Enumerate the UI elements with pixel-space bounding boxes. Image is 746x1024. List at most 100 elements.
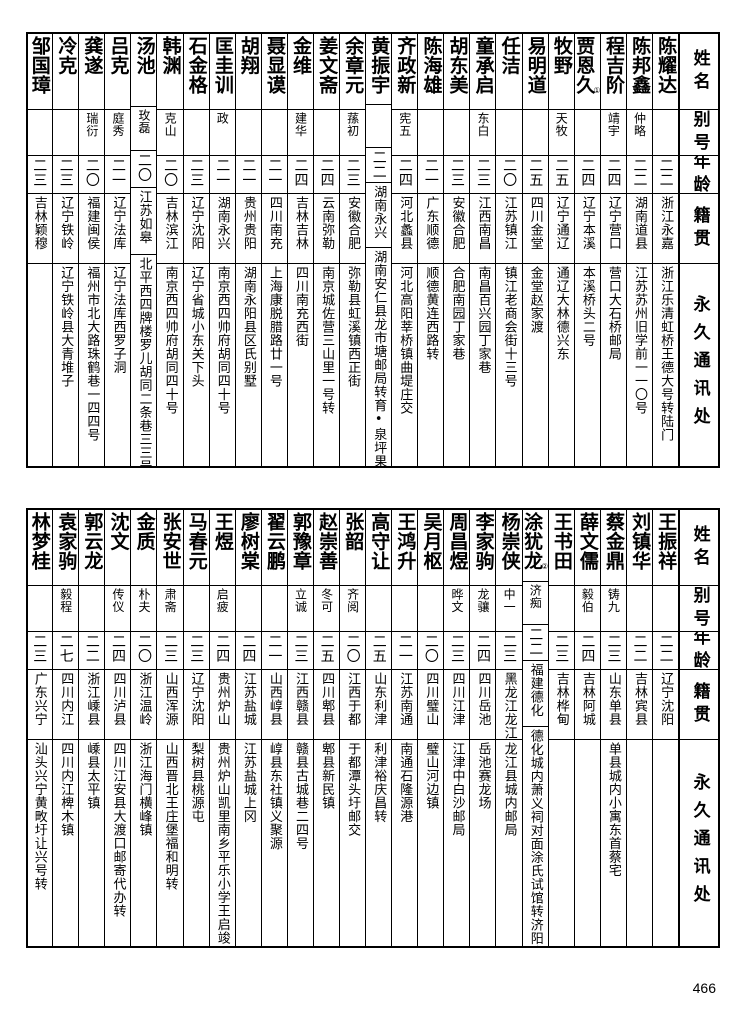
roster-entry-column[interactable]: 韩渊 克山 二〇 吉林滨江 南京西四帅府胡同四十号 bbox=[156, 34, 183, 466]
entry-address: 南京西四帅府胡同四十号 bbox=[214, 266, 230, 415]
entry-origin-cell: 山西崞县 bbox=[261, 670, 287, 740]
entry-address-cell: 南京西四帅府胡同四十号 bbox=[157, 264, 182, 466]
entry-address-cell: 上海康脱腊路廿一号 bbox=[262, 264, 287, 466]
entry-alias-cell: 毅程 bbox=[53, 586, 79, 632]
roster-entry-column[interactable]: 李家驹 龙骧 二四 四川岳池 岳池赛龙场 bbox=[469, 510, 496, 946]
entry-address-cell: 辽宁法库西罗子洞 bbox=[105, 264, 130, 466]
roster-entry-column[interactable]: 汤池 玫磊 二〇 江苏如皋 北平西四牌楼罗儿胡同二条巷三三号 bbox=[130, 34, 157, 466]
entry-origin-cell: 吉林颖穆 bbox=[26, 194, 53, 264]
entry-name: 邹国璋 bbox=[28, 36, 51, 95]
entry-address-cell: 通辽大林德兴东 bbox=[549, 264, 574, 466]
entry-name-cell: 程吉阶 bbox=[600, 34, 626, 110]
roster-entry-column[interactable]: 林梦桂 二三 广东兴宁 汕头兴宁黄畋圩让兴号转 bbox=[26, 510, 53, 946]
roster-entry-column[interactable]: 沈文 传仪 二四 四川泸县 四川江安县大渡口邮寄代办转 bbox=[104, 510, 131, 946]
roster-entry-column[interactable]: 龚遂 瑞衍 二〇 福建闽侯 福州市北大路珠鹤巷一四四号 bbox=[78, 34, 105, 466]
row-label-name: 姓名 bbox=[689, 48, 710, 95]
entry-origin: 浙江永嘉 bbox=[658, 196, 674, 250]
roster-entry-column[interactable]: 马春元 二三 辽宁沈阳 梨树县桃源屯 bbox=[182, 510, 209, 946]
entry-address: 梨树县桃源屯 bbox=[188, 742, 204, 823]
roster-entry-column[interactable]: 胡翔 二一 贵州贵阳 湖南永阳县区氏别墅 bbox=[234, 34, 261, 466]
roster-entry-column[interactable]: 王振祥 二二 辽宁沈阳 bbox=[651, 510, 678, 946]
entry-origin: 四川内江 bbox=[58, 672, 74, 726]
entry-age: 二一 bbox=[109, 158, 126, 187]
entry-address: 湖南永阳县区氏别墅 bbox=[240, 266, 256, 388]
entry-name-cell: 涂犹龙② bbox=[522, 510, 548, 582]
entry-age-cell: 二三 bbox=[26, 156, 53, 194]
roster-entry-column[interactable]: 匡圭训政二一 湖南永兴 南京西四帅府胡同四十号 bbox=[208, 34, 235, 466]
roster-entry-column[interactable]: 黄振宇 二二 湖南永兴 湖南安仁县龙市塘邮局转育•泉坪果山 bbox=[365, 34, 392, 466]
roster-entry-column[interactable]: 牧野 天牧 二五 辽宁通辽 通辽大林德兴东 bbox=[547, 34, 574, 466]
roster-entry-column[interactable]: 童承启 东白 二三 江西南昌 南昌百兴园丁家巷 bbox=[469, 34, 496, 466]
roster-entry-column[interactable]: 任洁 二〇 江苏镇江 镇江老商会街十三号 bbox=[495, 34, 522, 466]
roster-entry-column[interactable]: 张韶 齐阅 二〇 江西于都 于都潭头圩邮交 bbox=[338, 510, 366, 946]
entry-alias: 启疲 bbox=[215, 587, 230, 613]
roster-entry-column[interactable]: 冷克 二三 辽宁铁岭 辽宁铁岭县大青堆子 bbox=[52, 34, 79, 466]
roster-entry-column[interactable]: 蔡金鼎 铸九 二三 山东单县 单县城内小寓东首蔡宅 bbox=[599, 510, 626, 946]
roster-entry-column[interactable]: 涂犹龙②济痴二二福建德化德化城内萧义祠对面涂氏试馆转济阳乡 bbox=[521, 510, 548, 946]
roster-entry-column[interactable]: 赵崇善 冬可 二五 四川郫县 郫县新民镇 bbox=[312, 510, 339, 946]
roster-entry-column[interactable]: 石金格 二三 辽宁沈阳 辽宁省城小东关下头 bbox=[182, 34, 209, 466]
roster-entry-column[interactable]: 吕克 庭秀 二一 辽宁法库 辽宁法库西罗子洞 bbox=[104, 34, 131, 466]
roster-entry-column[interactable]: 郭豫章 立诚 二三 江西赣县 赣县古城巷二四号 bbox=[286, 510, 313, 946]
entry-address-cell: 崞县东社镇义聚源 bbox=[262, 740, 287, 946]
entry-name-cell: 林梦桂 bbox=[26, 510, 53, 586]
entry-age: 二二 bbox=[527, 627, 544, 656]
entry-name-cell: 张韶 bbox=[339, 510, 366, 586]
entry-alias-cell bbox=[418, 586, 444, 632]
row-label-age: 年龄 bbox=[689, 632, 710, 670]
roster-entry-column[interactable]: 王煜 启疲 二四 贵州炉山 贵州炉山凯里南乡平乐小学王启竣 bbox=[208, 510, 235, 946]
entry-name: 金维 bbox=[290, 36, 313, 75]
entry-origin-cell: 吉林宾县 bbox=[626, 670, 652, 740]
entry-age-cell: 二二 bbox=[522, 625, 548, 661]
roster-entry-column[interactable]: 程吉阶 靖宇 二四 辽宁营口 营口大石桥邮局 bbox=[599, 34, 626, 466]
roster-entry-column[interactable]: 袁家驹 毅程 二七 四川内江 四川内江椑木镇 bbox=[52, 510, 79, 946]
entry-age-cell: 二五 bbox=[548, 156, 574, 194]
entry-address: 璧山河边镇 bbox=[423, 742, 439, 810]
roster-entry-column[interactable]: 杨崇侠 中一 二三 黑龙江龙江 龙江县城内邮局 bbox=[495, 510, 522, 946]
entry-origin: 辽宁营口 bbox=[605, 196, 621, 250]
roster-entry-column[interactable]: 邹国璋 二三 吉林颖穆 bbox=[26, 34, 53, 466]
roster-entry-column[interactable]: 姜文斋 二四 云南弥勒 南京城佐营三山里一号转 bbox=[312, 34, 339, 466]
entry-address: 江苏苏州旧学前一一〇号 bbox=[632, 266, 647, 415]
entry-name: 沈文 bbox=[107, 512, 130, 551]
entry-address: 单县城内小寓东首蔡宅 bbox=[605, 742, 621, 877]
roster-entry-column[interactable]: 郭云龙 二二 浙江嵊县 嵊县太平镇 bbox=[78, 510, 105, 946]
roster-entry-column[interactable]: 聂显谟 二一 四川南充 上海康脱腊路廿一号 bbox=[260, 34, 287, 466]
roster-entry-column[interactable]: 金质 朴夫 二〇 浙江温岭 浙江海门横峰镇 bbox=[130, 510, 157, 946]
roster-entry-column[interactable]: 金维 建华 二四 吉林吉林 四川南充西街 bbox=[286, 34, 313, 466]
roster-entry-column[interactable]: 易明道 二五 四川金堂 金堂赵家渡 bbox=[521, 34, 548, 466]
entry-name-footnote-marker: ① bbox=[593, 86, 599, 95]
roster-entry-column[interactable]: 陈耀达 二二 浙江永嘉 浙江乐清虹桥王德大号转陆门 bbox=[651, 34, 678, 466]
entry-address-cell: 河北高阳莘桥镇曲堤庄交 bbox=[392, 264, 417, 466]
roster-entry-column[interactable]: 胡东美 二三 安徽合肥 合肥南园丁家巷 bbox=[443, 34, 470, 466]
roster-entry-column[interactable]: 翟云鹏 二一 山西崞县 崞县东社镇义聚源 bbox=[260, 510, 287, 946]
roster-entry-column[interactable]: 王鸿升 二一 江苏南通 南通石隆源港 bbox=[391, 510, 418, 946]
row-label-alias-cell: 别号 bbox=[680, 110, 718, 156]
entry-age-cell: 二四 bbox=[600, 156, 626, 194]
roster-entry-column[interactable]: 余章元 蓀初 二三 安徽合肥 弥勒县虹溪镇西正街 bbox=[338, 34, 366, 466]
roster-entry-column[interactable]: 刘镇华 二二 吉林宾县 bbox=[625, 510, 652, 946]
roster-entry-column[interactable]: 吴月枢 二〇 四川璧山 璧山河边镇 bbox=[417, 510, 444, 946]
roster-entry-column[interactable]: 张安世 肃斋 二三 山西浑源 山西晋北王庄堡福和明转 bbox=[156, 510, 183, 946]
entry-origin: 辽宁铁岭 bbox=[58, 196, 74, 250]
roster-entry-column[interactable]: 王书田 二三 吉林桦甸 bbox=[547, 510, 574, 946]
roster-entry-column[interactable]: 陈海雄 二一 广东顺德 顺德黄连西路转 bbox=[417, 34, 444, 466]
entry-origin: 辽宁沈阳 bbox=[658, 672, 674, 726]
entry-address-cell: 于都潭头圩邮交 bbox=[340, 740, 365, 946]
page-number: 466 bbox=[692, 980, 716, 996]
roster-entry-column[interactable]: 薛文儒 毅伯 二四 吉林阿城 bbox=[573, 510, 600, 946]
entry-address-cell: 璧山河边镇 bbox=[418, 740, 443, 946]
entry-address-cell: 营口大石桥邮局 bbox=[601, 264, 626, 466]
roster-entry-column[interactable]: 周昌煜 晔文 二三 四川江津 江津中白沙邮局 bbox=[443, 510, 470, 946]
entry-name: 金质 bbox=[133, 512, 156, 551]
row-label-origin: 籍贯 bbox=[689, 205, 710, 252]
entry-alias-cell: 政 bbox=[209, 110, 235, 156]
roster-entry-column[interactable]: 廖树棠 二四 江苏盐城 江苏盐城上冈 bbox=[234, 510, 261, 946]
roster-entry-column[interactable]: 齐政新 宪五 二四 河北蠡县 河北高阳莘桥镇曲堤庄交 bbox=[391, 34, 418, 466]
entry-address: 赣县古城巷二四号 bbox=[292, 742, 308, 850]
entry-name: 程吉阶 bbox=[602, 36, 625, 95]
roster-entry-column[interactable]: 高守让 二五 山东利津 利津裕庆昌转 bbox=[365, 510, 392, 946]
roster-entry-column[interactable]: 陈邦鑫 仲略 二二 湖南道县 江苏苏州旧学前一一〇号 bbox=[625, 34, 652, 466]
entry-alias: 铸九 bbox=[606, 588, 621, 613]
